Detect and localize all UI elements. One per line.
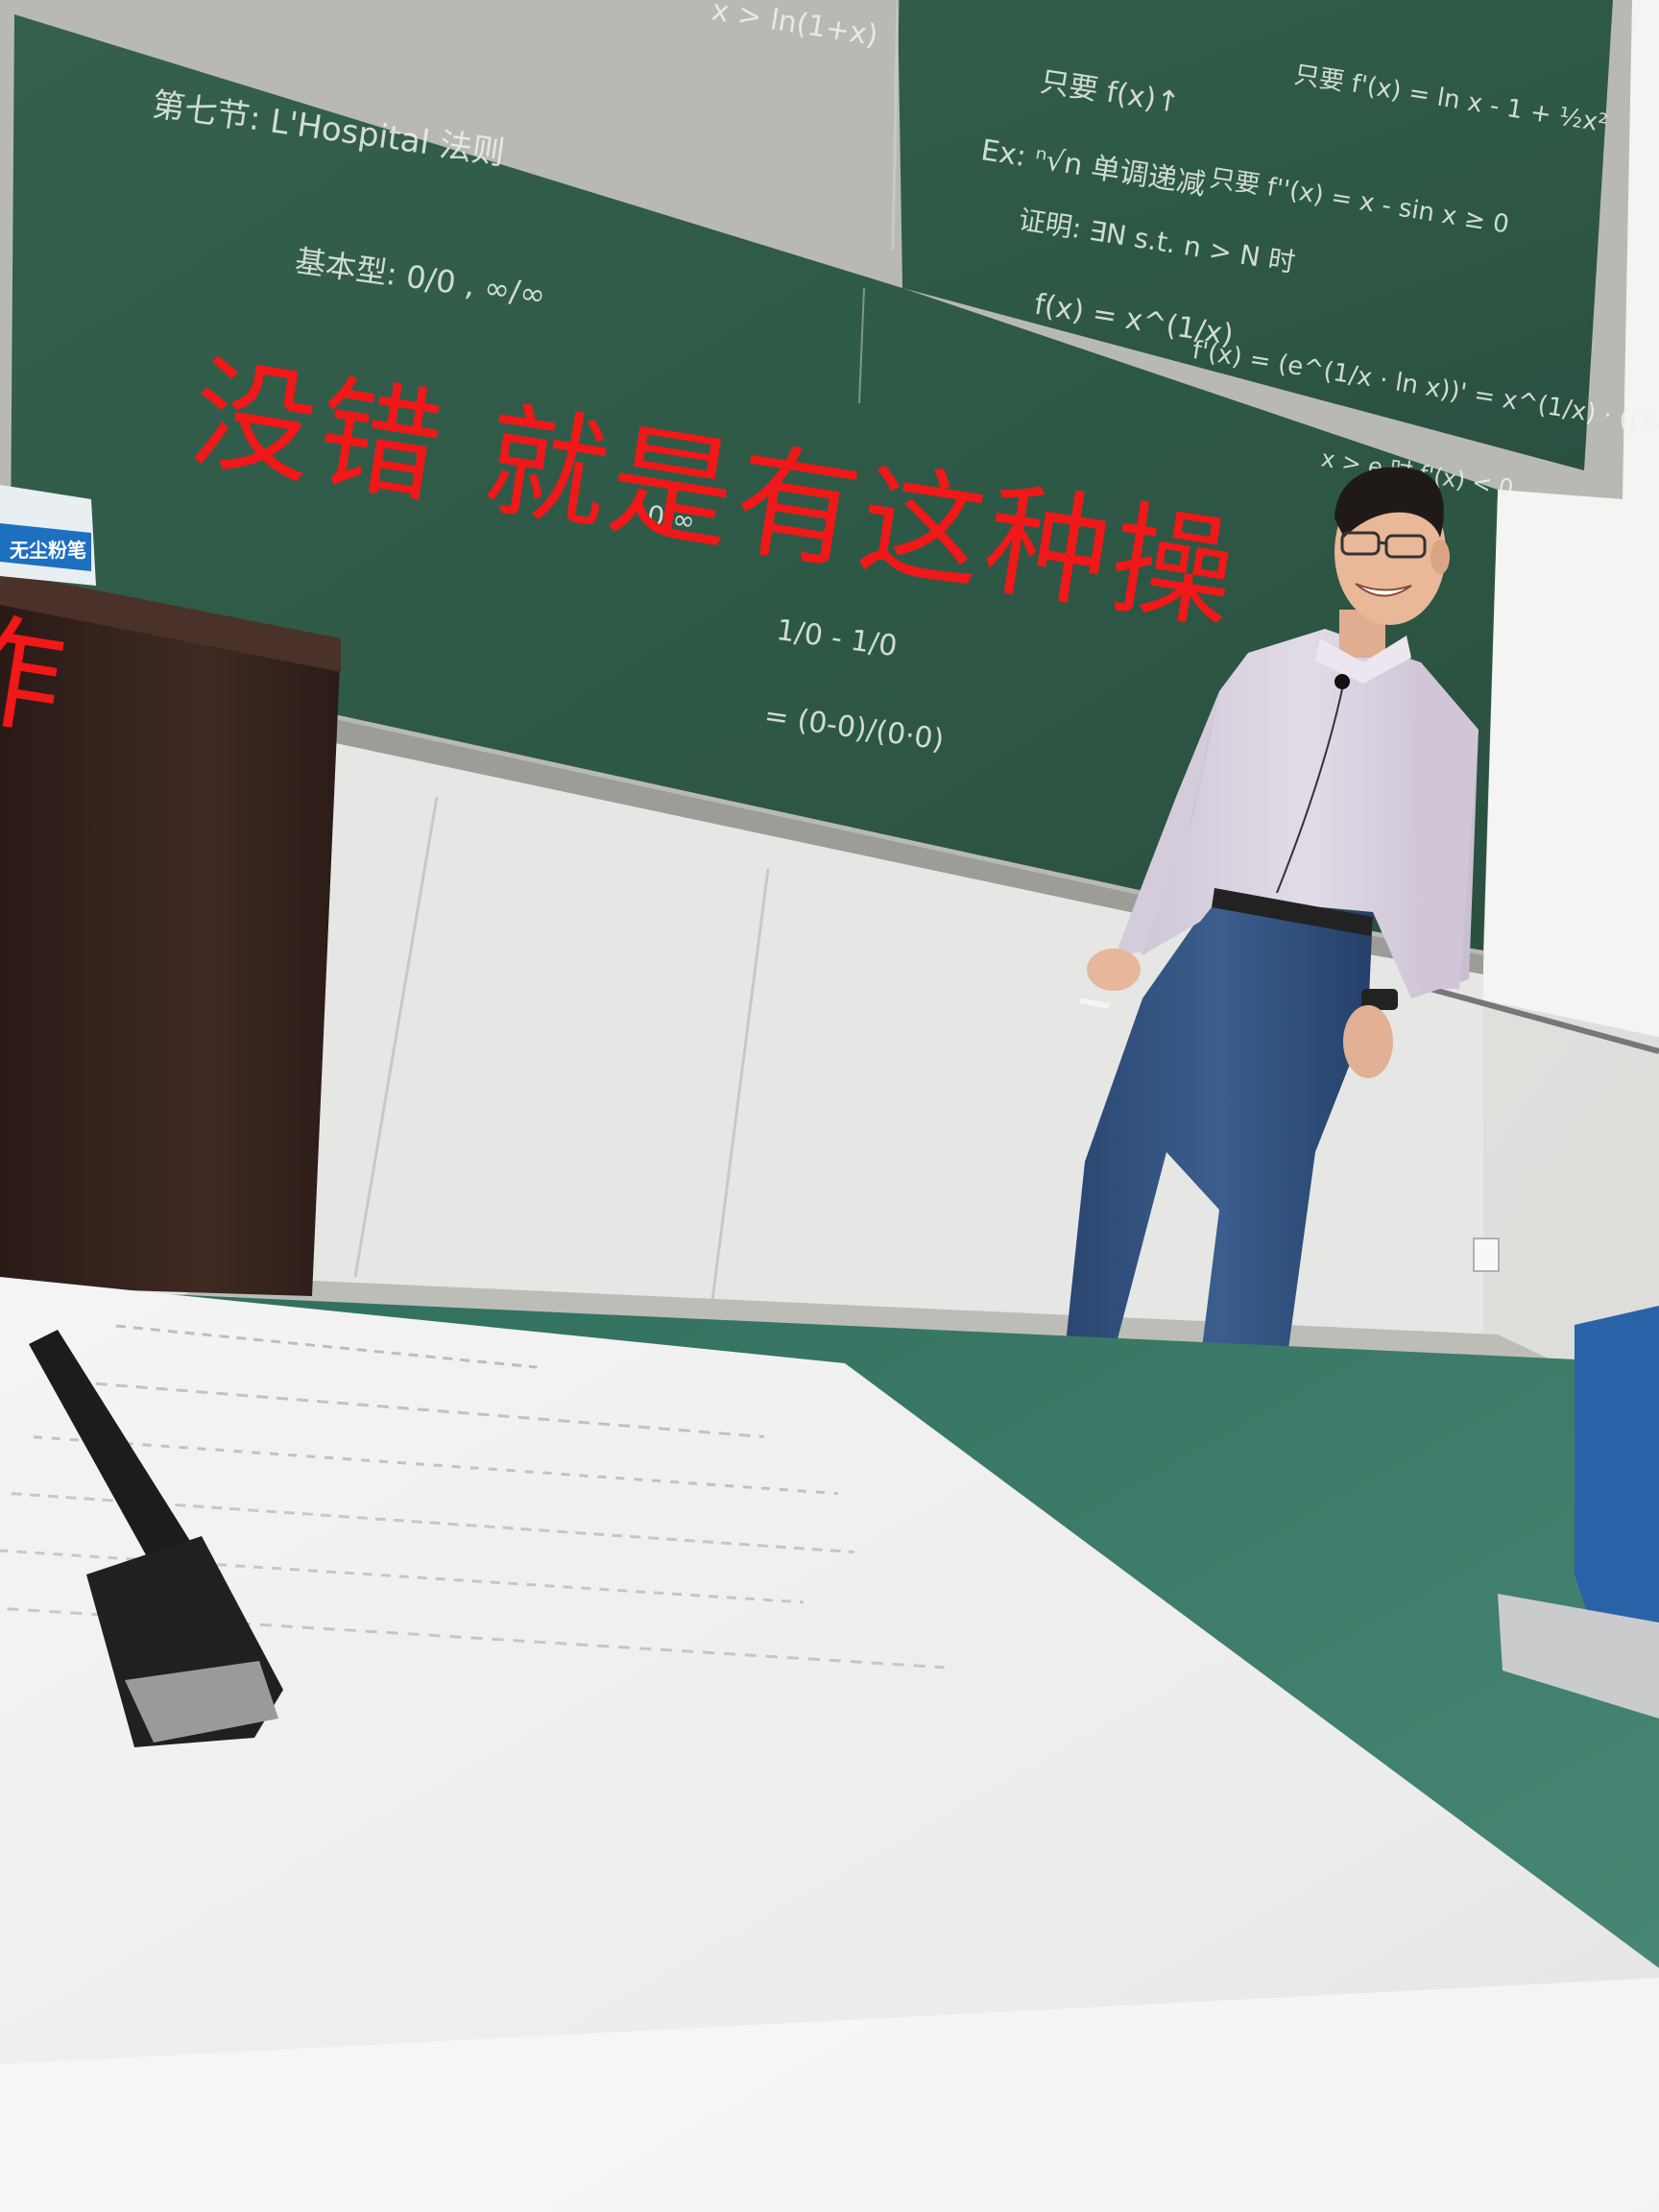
caption-line-2: 作 [0,593,78,756]
pen [29,1330,283,1747]
power-outlet [1473,1238,1500,1272]
chalk-box-label-band [0,523,91,571]
lower-wall [317,739,1483,1344]
note-paper [0,1277,1659,2212]
teacher-hand-left [1087,949,1141,991]
blue-book [1575,1306,1659,1651]
teacher-watch [1361,989,1398,1010]
board-line-3: 0·∞ [645,499,697,538]
board-divider [891,0,900,251]
teacher-hand-right [1343,1005,1393,1078]
chalk-box-label: 无尘粉笔 [10,539,86,562]
teacher-hair [1334,467,1444,538]
book-stack [1498,1594,1659,1719]
podium [0,576,341,1296]
teacher-smile [1355,583,1412,597]
teacher-jeans [1066,902,1373,1363]
podium-top [0,571,341,672]
chalkboard-main [10,14,1498,950]
teacher-belt [1212,888,1373,936]
chalkboard-upper [230,0,1613,470]
caption-line-1: 没错 就是有这种操 [181,342,1249,649]
chalk-stick [1079,998,1110,1009]
